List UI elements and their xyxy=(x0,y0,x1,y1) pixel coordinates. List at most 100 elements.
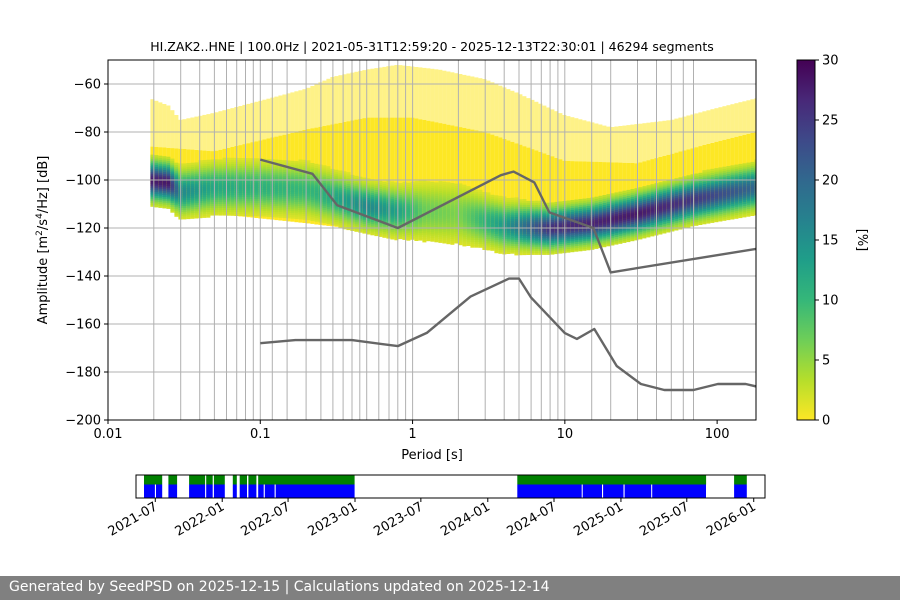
psd-density-cell xyxy=(598,207,603,210)
psd-density-cell xyxy=(242,167,247,170)
psd-density-cell xyxy=(730,182,735,185)
psd-density-cell xyxy=(622,200,627,203)
psd-density-cell xyxy=(482,224,487,227)
psd-density-cell xyxy=(262,187,267,190)
psd-density-cell xyxy=(294,161,299,164)
psd-density-cell xyxy=(746,206,751,209)
psd-density-cell xyxy=(390,227,395,230)
psd-density-cell xyxy=(534,219,539,223)
psd-plot-area: 0.01 0.1 1 10 100−60−80−100−120−140−160−180−… xyxy=(65,59,757,442)
psd-density-cell xyxy=(714,200,719,203)
psd-density-cell xyxy=(514,241,519,244)
psd-density-cell xyxy=(574,239,579,243)
psd-density-cell xyxy=(338,216,343,219)
psd-density-cell xyxy=(554,219,559,222)
psd-density-cell xyxy=(658,193,663,197)
psd-density-cell xyxy=(530,220,535,223)
psd-density-cell xyxy=(186,205,191,208)
psd-density-cell xyxy=(402,235,407,238)
psd-density-cell xyxy=(506,249,511,253)
psd-density-cell xyxy=(698,174,703,177)
psd-density-cell xyxy=(202,202,207,205)
psd-density-cell xyxy=(282,175,287,178)
psd-density-cell xyxy=(198,210,203,213)
psd-density-cell xyxy=(418,209,423,212)
psd-density-cell xyxy=(362,219,367,223)
psd-density-cell xyxy=(586,248,591,251)
psd-density-cell xyxy=(626,203,631,206)
psd-density-cell xyxy=(182,171,187,174)
psd-density-cell xyxy=(470,214,475,217)
psd-density-cell xyxy=(166,202,171,206)
psd-density-cell xyxy=(554,242,559,245)
psd-density-cell xyxy=(418,224,423,228)
psd-density-cell xyxy=(390,219,395,223)
psd-density-cell xyxy=(634,213,639,216)
psd-density-cell xyxy=(610,222,615,225)
psd-density-cell xyxy=(474,233,479,237)
psd-density-cell xyxy=(574,211,579,214)
psd-density-cell xyxy=(266,191,271,194)
psd-density-cell xyxy=(174,189,179,192)
psd-density-cell xyxy=(166,195,171,198)
psd-density-cell xyxy=(438,190,443,193)
psd-density-cell xyxy=(494,199,499,202)
psd-density-cell xyxy=(166,179,171,183)
psd-density-cell xyxy=(514,232,519,235)
psd-density-cell xyxy=(710,168,715,172)
psd-density-cell xyxy=(186,188,191,191)
psd-density-cell xyxy=(718,202,723,205)
psd-density-cell xyxy=(686,221,691,224)
psd-density-body xyxy=(462,127,467,236)
psd-density-cell xyxy=(274,182,279,185)
psd-density-cell xyxy=(690,185,695,189)
psd-density-cell xyxy=(326,196,331,200)
psd-density-cell xyxy=(346,187,351,190)
psd-density-cell xyxy=(570,232,575,235)
psd-density-cell xyxy=(222,201,227,205)
psd-density-cell xyxy=(750,188,755,192)
psd-density-cell xyxy=(290,162,295,165)
psd-density-cell xyxy=(490,206,495,209)
psd-density-cell xyxy=(366,186,371,189)
psd-density-cell xyxy=(154,160,159,164)
psd-density-cell xyxy=(594,229,599,232)
psd-density-cell xyxy=(590,222,595,225)
psd-density-cell xyxy=(298,165,303,168)
psd-density-cell xyxy=(578,231,583,234)
psd-density-cell xyxy=(550,208,555,211)
psd-density-cell xyxy=(414,190,419,193)
psd-density-cell xyxy=(446,207,451,210)
psd-density-cell xyxy=(750,192,755,195)
psd-density-cell xyxy=(746,191,751,194)
psd-density-cell xyxy=(614,223,619,226)
psd-density-cell xyxy=(262,166,267,169)
psd-density-cell xyxy=(170,177,175,181)
psd-density-cell xyxy=(510,238,515,241)
psd-density-cell xyxy=(254,206,259,209)
psd-density-cell xyxy=(342,225,347,228)
psd-density-cell xyxy=(162,177,167,180)
psd-density-fringe xyxy=(302,89,307,130)
psd-density-cell xyxy=(226,169,231,172)
psd-density-cell xyxy=(698,211,703,214)
psd-density-cell xyxy=(450,221,455,224)
psd-density-cell xyxy=(418,201,423,205)
psd-density-cell xyxy=(694,211,699,215)
psd-density-cell xyxy=(154,172,159,175)
psd-density-cell xyxy=(186,197,191,200)
psd-density-cell xyxy=(334,206,339,209)
psd-density-cell xyxy=(386,197,391,201)
psd-density-cell xyxy=(458,218,463,221)
psd-density-cell xyxy=(530,243,535,246)
psd-density-cell xyxy=(694,194,699,197)
psd-density-cell xyxy=(742,176,747,179)
colorbar-tick-label: 5 xyxy=(822,354,830,369)
psd-density-cell xyxy=(250,204,255,207)
psd-density-cell xyxy=(710,207,715,210)
psd-density-cell xyxy=(366,232,371,235)
psd-density-body xyxy=(414,118,419,236)
psd-density-cell xyxy=(378,188,383,191)
psd-density-cell xyxy=(398,190,403,194)
psd-density-cell xyxy=(734,180,739,183)
